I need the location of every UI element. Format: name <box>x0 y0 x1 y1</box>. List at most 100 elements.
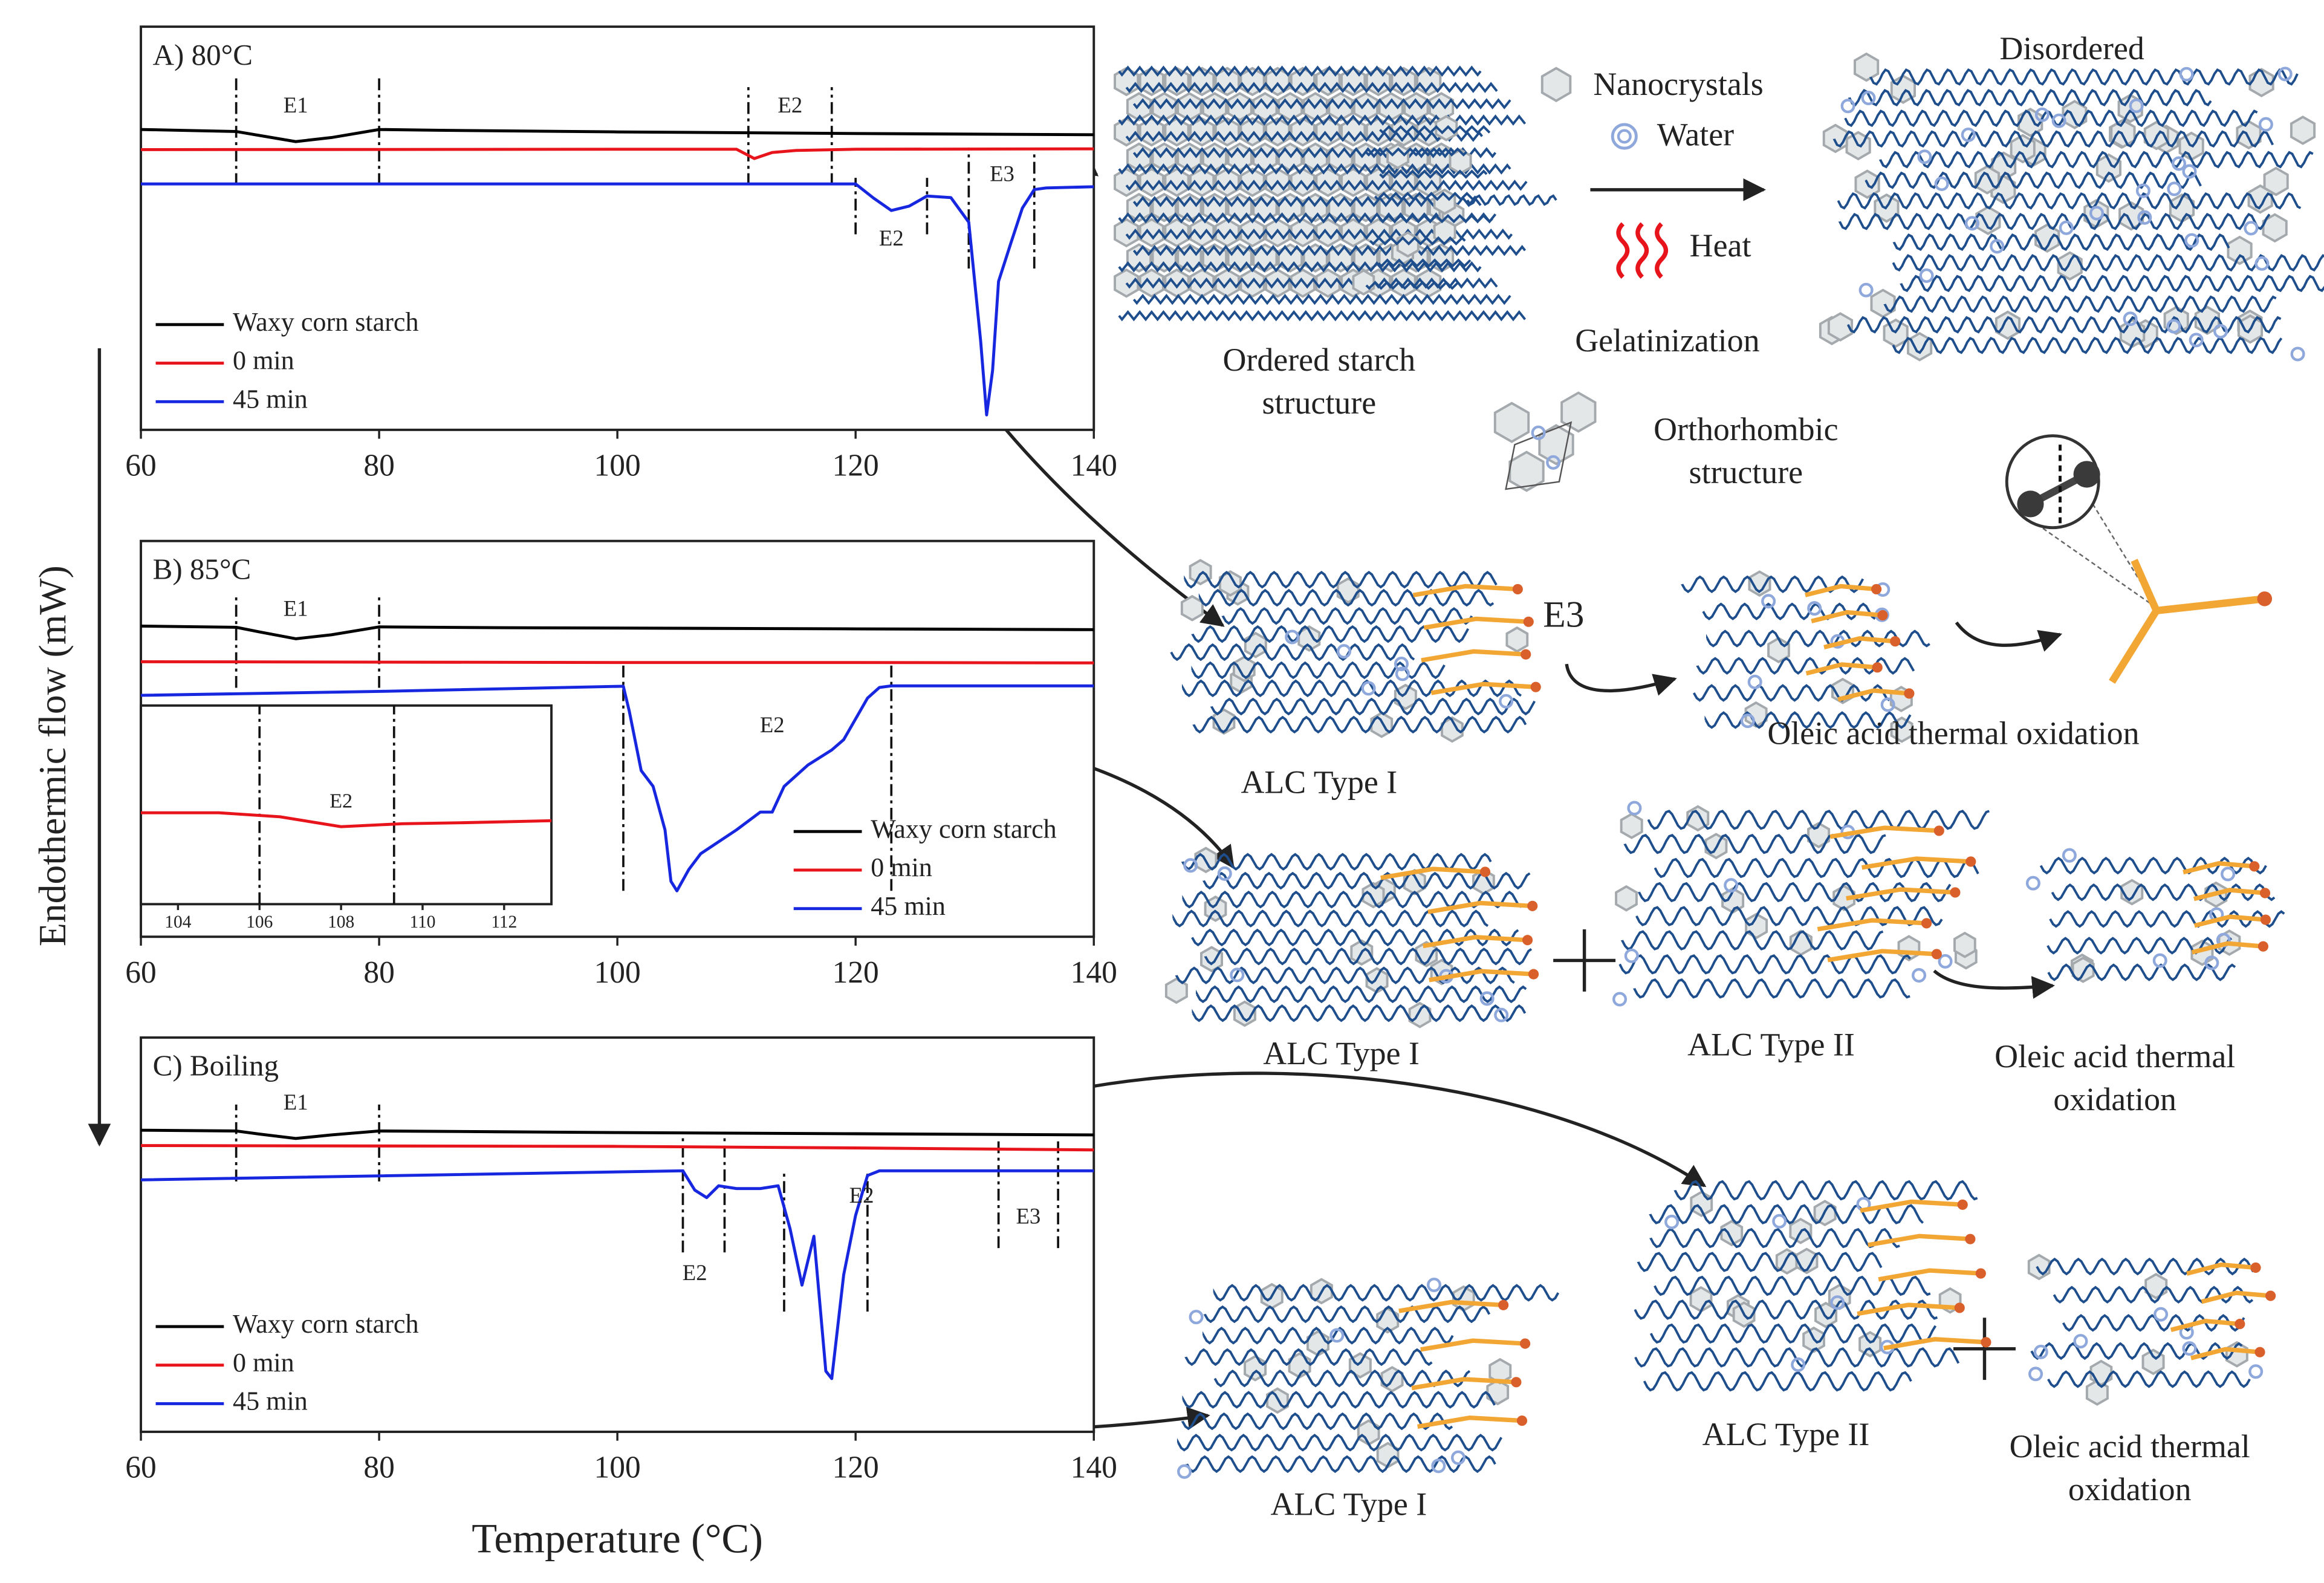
water <box>1858 282 1874 297</box>
starch-chain <box>1879 151 2314 169</box>
oleic-head <box>2260 914 2271 925</box>
oleic-chain <box>1861 856 1972 870</box>
water <box>1627 801 1642 816</box>
water <box>2073 1334 2088 1349</box>
oleic-head <box>1965 856 1976 867</box>
starch-chain <box>2049 910 2285 928</box>
x-tick-label: 110 <box>409 912 435 932</box>
water <box>1807 601 1822 616</box>
arrow <box>1565 663 1677 696</box>
illustrations <box>1114 52 2324 1479</box>
oleic-chain <box>1878 1268 1981 1282</box>
starch-chain <box>1196 985 1527 1003</box>
x-tick-label: 100 <box>594 955 641 990</box>
starch-chain <box>1832 130 2274 148</box>
oleic-chain <box>1429 969 1534 983</box>
oleic-chain <box>1868 1234 1971 1247</box>
oleic-head <box>1498 1299 1509 1310</box>
oleic-chain <box>1837 688 1910 702</box>
starch-chain <box>1175 966 1515 984</box>
nanocrystal <box>1114 167 1140 197</box>
nanocrystal <box>1953 931 1976 958</box>
nanocrystal <box>1540 67 1572 102</box>
starch-chain <box>1633 978 1910 999</box>
starch-chain <box>1466 194 1557 206</box>
starch-chain <box>1125 131 1484 142</box>
starch-chain <box>1634 1347 1960 1368</box>
water <box>2182 1341 2197 1356</box>
legend-label: 0 min <box>233 1348 294 1377</box>
nanocrystal <box>1391 117 1417 147</box>
diagram-label: Oleic acid thermal <box>2010 1428 2250 1464</box>
line-series <box>140 128 1094 143</box>
starch-chain <box>1838 212 2271 230</box>
water <box>1840 99 1855 114</box>
water <box>2254 256 2270 271</box>
water <box>2034 107 2050 122</box>
oleic-head <box>1877 609 1888 621</box>
starch-chain <box>1213 1370 1471 1388</box>
line-series <box>141 1169 1094 1380</box>
oleic-head <box>1931 949 1942 960</box>
x-tick-label: 100 <box>594 448 641 483</box>
nanocrystal <box>1854 52 1880 82</box>
water <box>2028 1367 2043 1382</box>
water <box>1431 1458 1446 1474</box>
nanocrystal <box>1244 631 1267 658</box>
line-series <box>141 182 1094 417</box>
diagram-label: Oleic acid thermal <box>1995 1038 2235 1074</box>
water <box>2171 156 2187 171</box>
nanocrystal <box>1126 92 1152 122</box>
nanocrystal <box>2263 166 2289 197</box>
nanocrystal <box>1620 812 1643 839</box>
oleic-chain <box>1805 583 1877 597</box>
nanocrystal <box>1508 450 1545 492</box>
water <box>1934 176 1949 191</box>
annotation: E3 <box>990 161 1014 186</box>
starch-chain <box>1118 65 1482 77</box>
water <box>1394 657 1409 672</box>
x-tick-label: 60 <box>125 955 156 990</box>
oleic-chain <box>1420 1338 1525 1352</box>
starch-chain <box>1848 89 2212 107</box>
nanocrystal <box>1822 123 1848 154</box>
oleic-head <box>1528 969 1539 980</box>
oleic-head <box>2259 888 2271 899</box>
water <box>1177 1464 1192 1479</box>
nanocrystal <box>1164 977 1188 1004</box>
line-series <box>141 684 1094 892</box>
oleic-head <box>1890 636 1901 647</box>
oleic-chain <box>1427 900 1533 914</box>
starch-chain <box>1892 254 2324 272</box>
water <box>2129 99 2144 114</box>
starch-chain <box>1181 679 1522 698</box>
x-tick-label: 120 <box>833 955 879 990</box>
x-tick-label: 140 <box>1071 1451 1117 1485</box>
nanocrystal <box>2262 213 2288 243</box>
nanocrystal <box>1227 92 1253 122</box>
starch-chain <box>1637 882 1952 903</box>
x-axis-label: Temperature (°C) <box>472 1516 763 1562</box>
legend-label: 45 min <box>233 384 308 414</box>
oleic-chain <box>1860 1199 1963 1213</box>
annotation: E2 <box>683 1260 707 1285</box>
diagram-label: oxidation <box>2053 1081 2176 1117</box>
starch-chain <box>1184 570 1498 589</box>
nanocrystal <box>1348 1352 1372 1379</box>
nanocrystal <box>1164 218 1190 248</box>
annotation: E2 <box>849 1183 874 1208</box>
water <box>2258 117 2273 132</box>
nanocrystal <box>1114 117 1140 147</box>
nanocrystal <box>1391 67 1417 97</box>
water <box>1612 992 1628 1007</box>
line-series <box>141 147 1094 160</box>
nanocrystal <box>1720 1220 1744 1247</box>
nanocrystal <box>1357 1419 1380 1446</box>
oleic-chain <box>1421 649 1526 663</box>
line-series <box>141 811 552 828</box>
oleic-head <box>1871 583 1882 594</box>
nanocrystal <box>2071 957 2095 983</box>
line-series <box>141 1144 1094 1152</box>
diagram-label: structure <box>1262 385 1377 421</box>
chart-title: C) Boiling <box>153 1049 279 1082</box>
